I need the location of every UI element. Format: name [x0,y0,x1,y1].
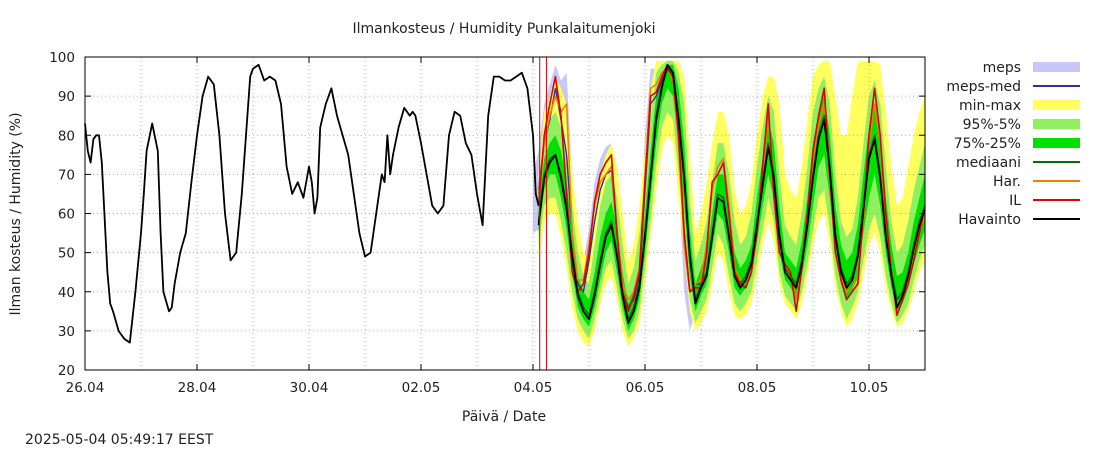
legend-label-har: Har. [993,174,1021,190]
y-tick-label: 90 [58,89,75,105]
legend-label-havainto: Havainto [958,212,1021,228]
legend-label-meps: meps [983,60,1021,76]
y-axis-label: Ilman kosteus / Humidity (%) [8,112,24,315]
x-tick-label: 30.04 [290,380,329,396]
legend: meps meps-med min-max 95%-5% 75%-25% mediaani… [946,60,1080,228]
x-tick-label: 28.04 [178,380,217,396]
x-axis-ticks: 26.04 28.04 30.04 02.05 04.05 06.05 08.05 10.05 [66,57,889,396]
y-tick-label: 30 [58,324,75,340]
legend-label-p75_25: 75%-25% [954,136,1021,152]
y-axis-ticks: 20 30 40 50 60 70 80 90 100 [49,50,925,379]
series-havainto [84,63,540,344]
chart-title: Ilmankosteus / Humidity Punkalaitumenjok… [352,21,655,37]
x-tick-label: 04.05 [514,380,553,396]
y-tick-label: 70 [58,167,75,183]
x-tick-label: 26.04 [66,380,105,396]
x-tick-label: 06.05 [626,380,665,396]
lines-layer [84,57,926,370]
timestamp: 2025-05-04 05:49:17 EEST [25,432,214,448]
y-tick-label: 100 [49,50,75,66]
legend-swatch-p75_25 [1033,138,1080,148]
y-tick-label: 50 [58,246,75,262]
y-tick-label: 40 [58,285,75,301]
legend-label-meps_med: meps-med [946,79,1021,95]
series-il [537,64,926,317]
x-axis-label: Päivä / Date [462,409,546,425]
y-tick-label: 80 [58,128,75,144]
x-tick-label: 08.05 [738,380,777,396]
y-tick-label: 20 [58,363,75,379]
legend-swatch-p95_5 [1033,119,1080,129]
series-havainto_fc [537,63,926,325]
x-tick-label: 10.05 [850,380,889,396]
y-tick-label: 60 [58,207,75,223]
legend-swatch-minmax [1033,100,1080,110]
x-tick-label: 02.05 [402,380,441,396]
legend-label-il: IL [1009,193,1021,209]
legend-label-mediaani: mediaani [956,155,1021,171]
legend-label-p95_5: 95%-5% [963,117,1021,133]
legend-label-minmax: min-max [959,98,1021,114]
band-p75_25 [538,64,925,331]
legend-swatch-meps [1033,62,1080,72]
